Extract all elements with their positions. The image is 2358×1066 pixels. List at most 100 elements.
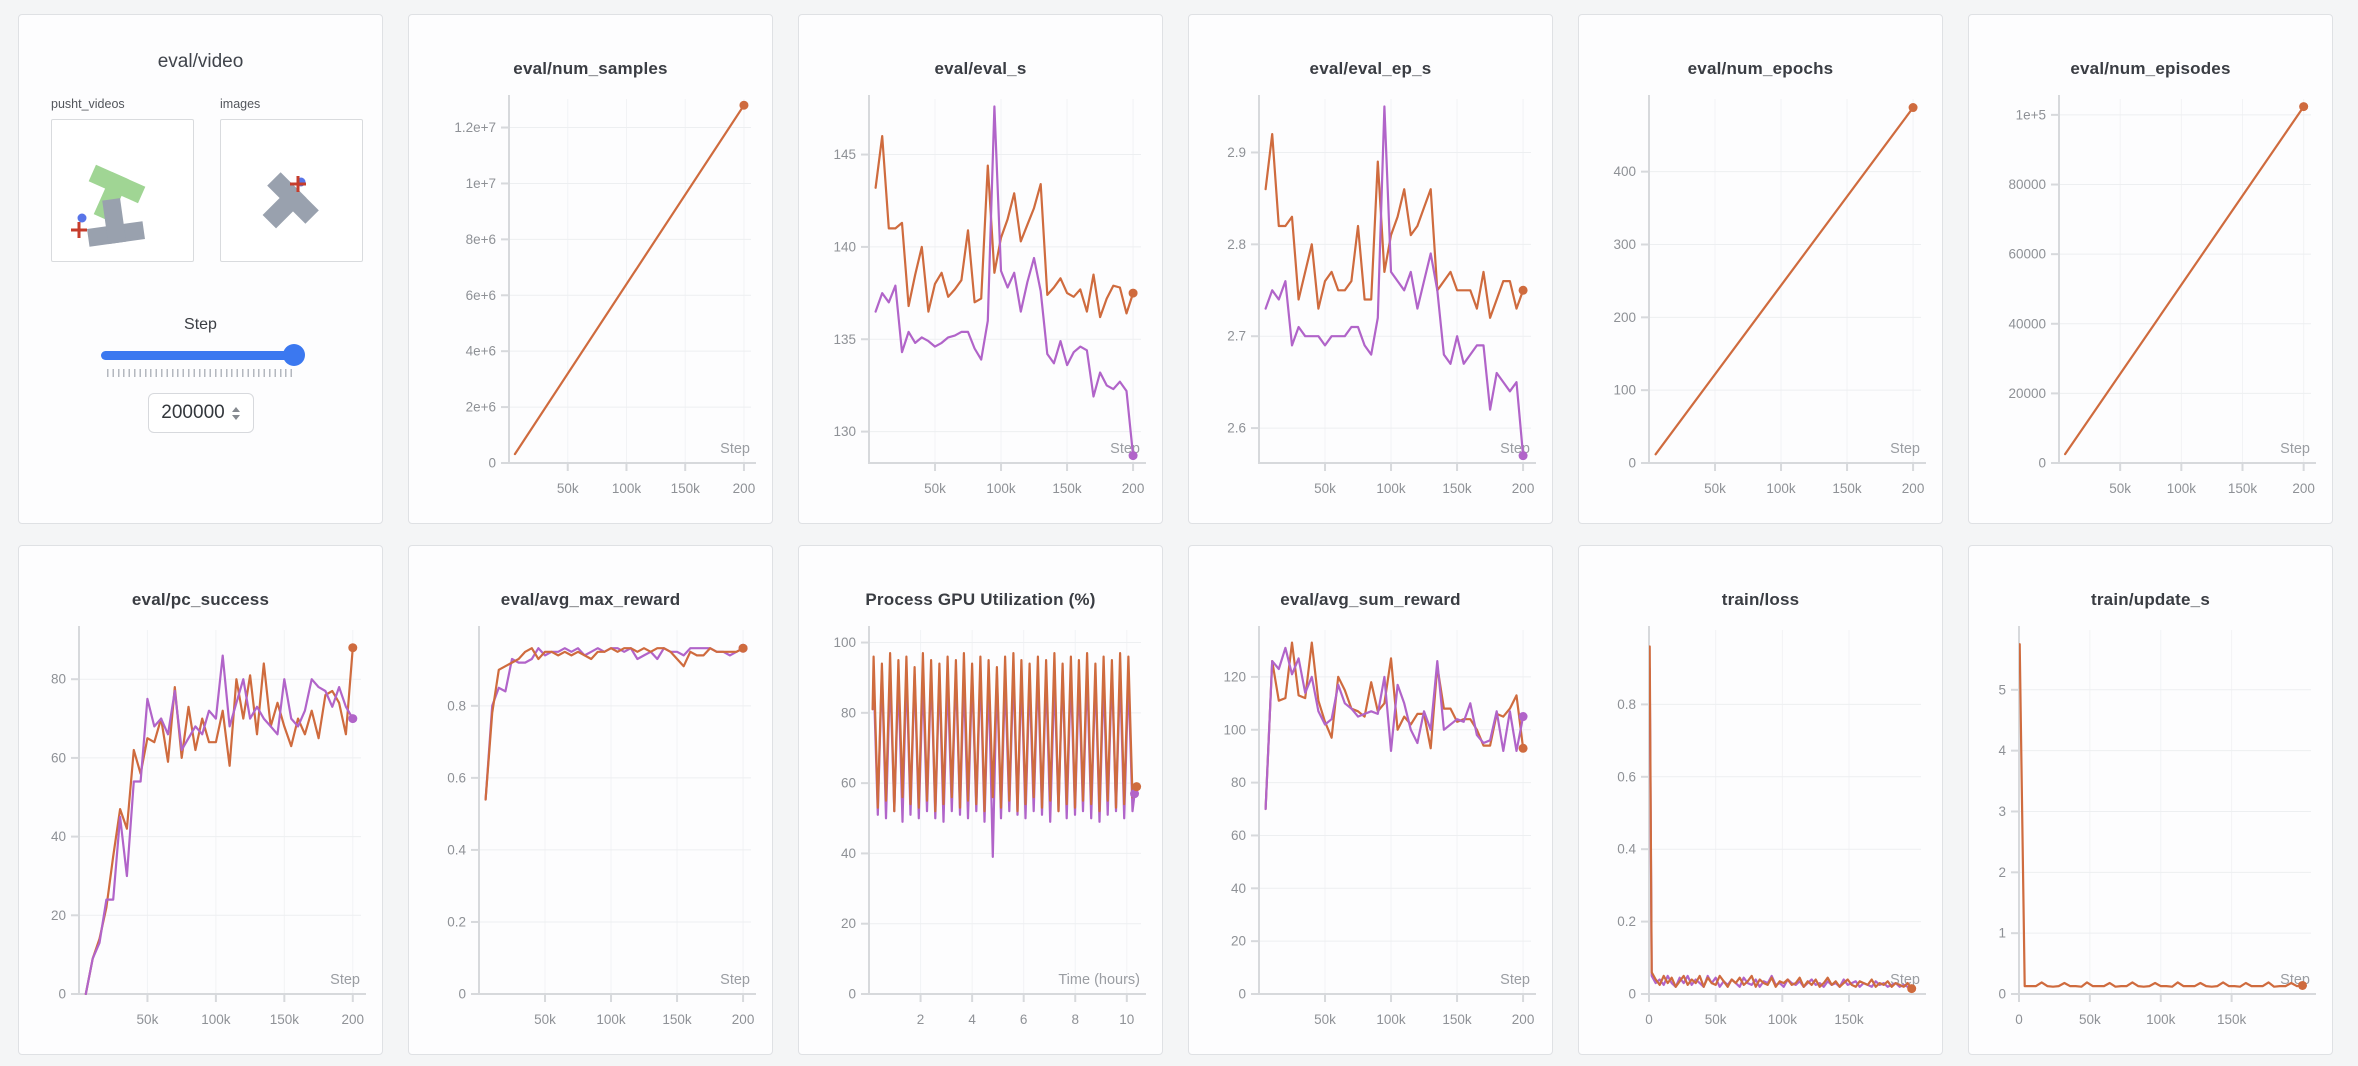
y-tick-label: 40 (841, 846, 856, 861)
x-tick-label: 200 (342, 1012, 365, 1027)
chart-plot-avg_sum_reward[interactable]: 0 20 40 60 80 100 120 50k 100k 150k 200 Step (1195, 620, 1546, 1048)
x-tick-label: 100k (1768, 1012, 1798, 1027)
panel-num_samples[interactable]: eval/num_samples 0 2e+6 4e+6 6e+6 8e+6 1e+7 1.2… (408, 14, 773, 524)
y-tick-label: 8e+6 (466, 232, 496, 247)
series-line-purple (1264, 646, 1525, 811)
series-line-purple (1264, 105, 1525, 457)
y-tick-label: 1 (1998, 926, 2006, 941)
chart-plot-num_epochs[interactable]: 0 100 200 300 400 50k 100k 150k 200 Step (1585, 89, 1936, 517)
step-slider-track[interactable] (100, 351, 301, 360)
goal-cross-icon (290, 176, 306, 192)
agent-dot-icon (77, 213, 87, 223)
step-slider-thumb[interactable] (282, 344, 305, 366)
chart-plot-num_episodes[interactable]: 0 20000 40000 60000 80000 1e+5 50k 100k 150k 200 S… (1975, 89, 2326, 517)
series-end-dot-orange (1518, 743, 1528, 753)
thumb-images[interactable]: images (220, 97, 363, 262)
x-tick-label: 100k (986, 481, 1016, 496)
chart-plot-num_samples[interactable]: 0 2e+6 4e+6 6e+6 8e+6 1e+7 1.2e+7 50k 100k 150k 20… (415, 89, 766, 517)
panel-pc_success[interactable]: eval/pc_success 0 20 40 60 80 50k 100k 150k 200 St… (18, 545, 383, 1055)
series-end-dot-purple (348, 714, 358, 724)
series-line-orange (1264, 132, 1525, 319)
chevron-down-icon[interactable] (231, 414, 240, 420)
chart-plot-gpu_util[interactable]: 0 20 40 60 80 100 2 4 6 8 10 Time (hours) (805, 620, 1156, 1048)
panel-avg_max_reward[interactable]: eval/avg_max_reward 0 0.2 0.4 0.6 0.8 50k 100k 1… (408, 545, 773, 1055)
y-tick-label: 4e+6 (466, 344, 496, 359)
y-tick-label: 3 (1998, 804, 2006, 819)
y-tick-label: 2e+6 (466, 400, 496, 415)
y-tick-label: 2.8 (1227, 237, 1246, 252)
x-tick-label: 200 (2292, 481, 2315, 496)
x-axis-label: Step (330, 972, 360, 988)
y-tick-label: 1e+7 (466, 176, 496, 191)
y-tick-label: 200 (1613, 310, 1636, 325)
panel-num_episodes[interactable]: eval/num_episodes 0 20000 40000 60000 80000 1e… (1968, 14, 2333, 524)
panel-eval_s[interactable]: eval/eval_s 130 135 140 145 50k 100k 150k 200 Ste… (798, 14, 1163, 524)
y-tick-label: 0.6 (447, 770, 466, 785)
panel-train_update_s[interactable]: train/update_s 0 1 2 3 4 5 0 50k 100k 150k Step (1968, 545, 2333, 1055)
y-tick-label: 6e+6 (466, 288, 496, 303)
panel-eval_ep_s[interactable]: eval/eval_ep_s 2.6 2.7 2.8 2.9 50k 100k 150k 200… (1188, 14, 1553, 524)
x-tick-label: 10 (1119, 1012, 1134, 1027)
series-end-dot-purple (1518, 451, 1528, 461)
step-number-input[interactable]: 200000 (147, 393, 254, 433)
y-tick-label: 130 (833, 424, 856, 439)
y-tick-label: 0.2 (1617, 914, 1636, 929)
y-tick-label: 300 (1613, 237, 1636, 252)
y-tick-label: 0 (458, 987, 466, 1002)
y-tick-label: 0.2 (447, 914, 466, 929)
series-line-orange (84, 646, 354, 995)
y-tick-label: 60 (51, 750, 66, 765)
y-tick-label: 2.6 (1227, 421, 1246, 436)
thumb-label: pusht_videos (51, 97, 125, 111)
x-tick-label: 0 (1645, 1012, 1653, 1027)
panel-train_loss[interactable]: train/loss 0 0.2 0.4 0.6 0.8 0 50k 100k 150k Step (1578, 545, 1943, 1055)
series-end-dot-orange (1132, 782, 1142, 792)
pusht-video-thumbnail[interactable] (51, 119, 194, 262)
chart-title-train_loss: train/loss (1721, 590, 1800, 609)
y-tick-label: 80 (1231, 775, 1246, 790)
panel-num_epochs[interactable]: eval/num_epochs 0 100 200 300 400 50k 100k 150k 2… (1578, 14, 1943, 524)
chart-title-num_epochs: eval/num_epochs (1687, 59, 1834, 78)
series-end-dot-orange (1908, 103, 1918, 113)
images-thumbnail[interactable] (220, 119, 363, 262)
chart-plot-avg_max_reward[interactable]: 0 0.2 0.4 0.6 0.8 50k 100k 150k 200 Step (415, 620, 766, 1048)
x-tick-label: 50k (534, 1012, 556, 1027)
series-end-dot-orange (738, 643, 748, 653)
x-tick-label: 4 (968, 1012, 976, 1027)
panel-avg_sum_reward[interactable]: eval/avg_sum_reward 0 20 40 60 80 100 120 50k 100… (1188, 545, 1553, 1055)
series-line-orange (874, 134, 1135, 319)
x-tick-label: 150k (1834, 1012, 1864, 1027)
thumb-pusht-videos[interactable]: pusht_videos (51, 97, 194, 262)
x-axis-label: Time (hours) (1058, 972, 1140, 988)
chart-title-eval_s: eval/eval_s (934, 59, 1027, 78)
y-tick-label: 0 (848, 987, 856, 1002)
x-tick-label: 150k (671, 481, 701, 496)
y-tick-label: 135 (833, 332, 856, 347)
x-tick-label: 200 (733, 481, 756, 496)
chart-plot-pc_success[interactable]: 0 20 40 60 80 50k 100k 150k 200 Step (25, 620, 376, 1048)
y-tick-label: 40000 (2008, 316, 2046, 331)
step-slider[interactable] (100, 344, 305, 366)
x-tick-label: 200 (1512, 481, 1535, 496)
y-tick-label: 1e+5 (2016, 107, 2046, 122)
y-tick-label: 0 (2038, 456, 2046, 471)
x-axis-label: Step (1500, 972, 1530, 988)
y-tick-label: 20 (841, 916, 856, 931)
y-tick-label: 400 (1613, 164, 1636, 179)
series-line-orange (1654, 106, 1915, 456)
y-tick-label: 2.7 (1227, 329, 1246, 344)
panel-gpu_util[interactable]: Process GPU Utilization (%) 0 20 40 60 80 100 2… (798, 545, 1163, 1055)
chevron-up-icon[interactable] (231, 406, 240, 412)
y-tick-label: 60000 (2008, 247, 2046, 262)
x-tick-label: 50k (1704, 481, 1726, 496)
y-tick-label: 2.9 (1227, 145, 1246, 160)
x-tick-label: 150k (2217, 1012, 2247, 1027)
thumb-label: images (220, 97, 261, 111)
x-tick-label: 200 (1512, 1012, 1535, 1027)
x-tick-label: 100k (2167, 481, 2197, 496)
